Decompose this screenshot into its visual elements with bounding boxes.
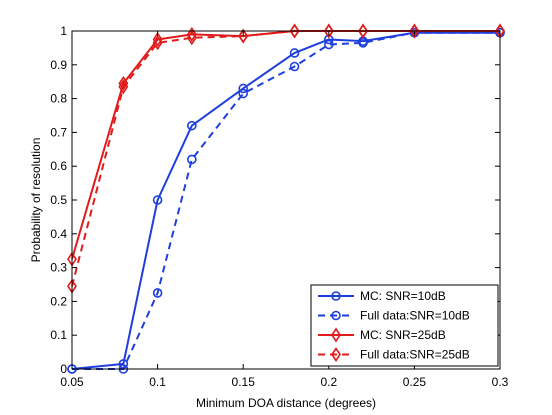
- legend-entry: MC: SNR=25dB: [318, 327, 446, 343]
- legend-marker: [331, 291, 341, 301]
- series-line: [71, 31, 500, 370]
- y-tick-label: 0.6: [50, 159, 67, 173]
- legend: MC: SNR=10dB Full data:SNR=10dB MC: SNR=25…: [310, 284, 499, 367]
- legend-entry: Full data:SNR=25dB: [318, 347, 470, 362]
- x-tick-label: 0.15: [232, 375, 256, 389]
- data-point: [323, 39, 334, 50]
- legend-marker: [331, 347, 341, 362]
- y-tick-label: 0.9: [50, 58, 67, 72]
- y-tick-label: 0.5: [50, 193, 67, 207]
- data-point: [187, 154, 197, 165]
- data-point: [186, 26, 197, 42]
- y-tick-label: 1: [60, 24, 67, 38]
- x-tick-label: 0.2: [320, 375, 337, 389]
- x-tick-label: 0.1: [149, 375, 166, 389]
- data-point: [152, 32, 163, 47]
- data-point: [238, 28, 249, 44]
- data-point: [152, 195, 163, 205]
- y-tick-label: 0.1: [50, 328, 67, 342]
- y-tick-label: 0.3: [50, 261, 67, 275]
- y-tick-label: 0: [60, 362, 67, 376]
- data-point: [118, 75, 129, 91]
- legend-entry: MC: SNR=10dB: [318, 289, 446, 303]
- data-point: [289, 61, 300, 72]
- x-tick-label: 0.25: [403, 375, 427, 389]
- tick-layer: 0.05 0.1 0.15 0.2 0.25 0.3 0 0.1 0.2 0.3 0.4 0.5 0.6…: [50, 24, 508, 389]
- legend-marker: [331, 310, 341, 321]
- data-point: [289, 23, 300, 39]
- data-point: [358, 23, 369, 39]
- y-tick-label: 0.8: [50, 92, 67, 106]
- legend-label: MC: SNR=10dB: [360, 289, 446, 303]
- series-line: [72, 31, 500, 370]
- y-tick-label: 0.4: [50, 227, 67, 241]
- x-tick-label: 0.05: [60, 375, 84, 389]
- legend-marker: [331, 327, 341, 343]
- y-tick-label: 0.2: [50, 294, 67, 308]
- data-point: [152, 35, 163, 51]
- data-point: [187, 120, 197, 131]
- x-tick-label: 0.3: [492, 375, 509, 389]
- y-axis-label: Probability of resolution: [29, 138, 43, 263]
- data-point: [409, 23, 420, 39]
- data-point: [118, 79, 129, 95]
- x-axis-label: Minimum DOA distance (degrees): [196, 396, 376, 410]
- legend-label: Full data:SNR=25dB: [360, 348, 470, 362]
- legend-label: MC: SNR=25dB: [360, 328, 446, 342]
- data-point: [358, 38, 368, 48]
- data-point: [289, 48, 300, 58]
- legend-label: Full data:SNR=10dB: [360, 309, 470, 323]
- legend-box: [310, 284, 499, 367]
- data-point: [238, 88, 248, 99]
- y-tick-label: 0.7: [50, 125, 67, 139]
- data-point: [238, 83, 248, 94]
- data-point: [186, 30, 197, 46]
- legend-entry: Full data:SNR=10dB: [318, 309, 470, 323]
- data-point: [323, 23, 334, 39]
- data-point: [152, 288, 163, 298]
